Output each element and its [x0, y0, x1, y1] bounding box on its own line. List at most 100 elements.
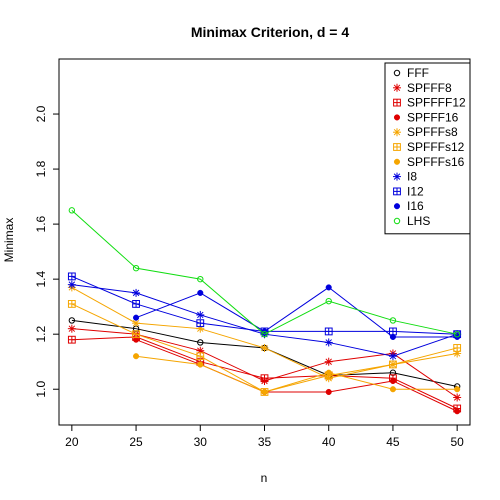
x-tick-label: 45: [386, 435, 400, 449]
legend-label: SPFFFs12: [407, 140, 465, 154]
legend-label: LHS: [407, 214, 430, 228]
x-axis-label: n: [261, 471, 268, 485]
series-layer: [67, 207, 462, 415]
legend-item: I16: [393, 199, 424, 213]
data-point: [196, 352, 205, 361]
legend-label: FFF: [407, 66, 429, 80]
data-point: [197, 289, 204, 296]
data-point: [197, 339, 204, 346]
y-axis-label: Minimax: [2, 218, 16, 263]
data-point: [67, 300, 76, 308]
data-point: [393, 83, 401, 92]
data-point: [393, 98, 401, 107]
data-point: [453, 393, 462, 402]
data-point: [453, 330, 461, 338]
legend-label: I12: [407, 184, 424, 198]
data-point: [324, 357, 333, 366]
data-point: [67, 324, 76, 333]
data-point: [389, 377, 396, 385]
data-point: [67, 335, 76, 344]
data-point: [325, 369, 332, 376]
series-6: [133, 353, 461, 396]
legend-item: SPFFFs16: [393, 155, 465, 169]
data-point: [67, 280, 76, 289]
data-point: [132, 330, 140, 339]
data-point: [325, 388, 332, 396]
legend: FFFSPFFF8SPFFFF12SPFFF16SPFFFs8SPFFFs12S…: [384, 62, 471, 235]
data-point: [132, 264, 140, 272]
x-tick-label: 20: [65, 435, 79, 449]
data-point: [324, 338, 333, 347]
data-point: [393, 203, 401, 210]
data-point: [196, 310, 205, 319]
data-point: [393, 69, 401, 77]
legend-item: I12: [393, 184, 424, 198]
data-point: [133, 314, 140, 321]
y-tick-label: 1.4: [34, 270, 48, 287]
legend-item: SPFFF8: [393, 81, 452, 95]
data-point: [389, 333, 396, 340]
data-point: [196, 319, 205, 328]
series-line: [71, 209, 458, 335]
y-tick-label: 1.2: [34, 326, 48, 343]
data-point: [393, 172, 401, 181]
legend-item: LHS: [393, 214, 430, 228]
data-point: [261, 330, 268, 338]
legend-label: SPFFF8: [407, 81, 452, 95]
legend-item: SPFFFs8: [393, 125, 458, 139]
data-point: [260, 343, 269, 352]
data-point: [393, 158, 401, 165]
legend-item: FFF: [393, 66, 429, 80]
data-point: [389, 317, 397, 324]
data-point: [389, 386, 396, 393]
legend-label: SPFFFs16: [407, 155, 465, 169]
legend-label: SPFFF16: [407, 110, 459, 124]
data-point: [324, 327, 333, 336]
y-tick-label: 1.6: [34, 215, 48, 232]
data-point: [393, 217, 401, 225]
legend-item: I8: [393, 170, 417, 184]
series-10: [68, 207, 461, 338]
legend-label: SPFFFF12: [407, 96, 466, 110]
series-line: [135, 339, 458, 412]
data-point: [132, 300, 140, 308]
data-point: [325, 297, 332, 305]
data-point: [68, 317, 76, 324]
legend-label: I16: [407, 199, 424, 213]
data-point: [454, 408, 461, 415]
data-point: [453, 344, 462, 352]
legend-item: SPFFFF12: [393, 96, 466, 110]
x-tick-label: 30: [194, 435, 208, 449]
x-tick-label: 50: [450, 435, 464, 449]
data-point: [133, 353, 140, 360]
x-tick-label: 40: [322, 435, 336, 449]
data-point: [260, 374, 269, 383]
series-9: [133, 284, 461, 340]
data-point: [393, 187, 401, 196]
data-point: [393, 128, 401, 137]
axes: 20 25 30 35 40 45 50 1.0 1.2 1.4 1.6 1.8 2.0: [34, 105, 464, 449]
data-point: [388, 352, 397, 361]
y-tick-label: 1.8: [34, 160, 48, 177]
data-point: [197, 361, 204, 368]
data-point: [393, 143, 401, 151]
y-tick-label: 1.0: [34, 381, 48, 398]
data-point: [389, 360, 397, 369]
data-point: [67, 272, 76, 281]
data-point: [261, 388, 268, 396]
legend-label: I8: [407, 170, 417, 184]
series-line: [71, 275, 458, 335]
data-point: [389, 327, 397, 336]
data-point: [197, 275, 204, 283]
series-line: [135, 355, 458, 393]
y-tick-label: 2.0: [34, 105, 48, 122]
data-point: [68, 207, 76, 214]
series-3: [133, 336, 461, 415]
legend-label: SPFFFs8: [407, 125, 458, 139]
data-point: [132, 288, 141, 297]
legend-item: SPFFFs12: [393, 140, 465, 154]
x-tick-label: 35: [258, 435, 272, 449]
chart-title: Minimax Criterion, d = 4: [191, 24, 350, 40]
